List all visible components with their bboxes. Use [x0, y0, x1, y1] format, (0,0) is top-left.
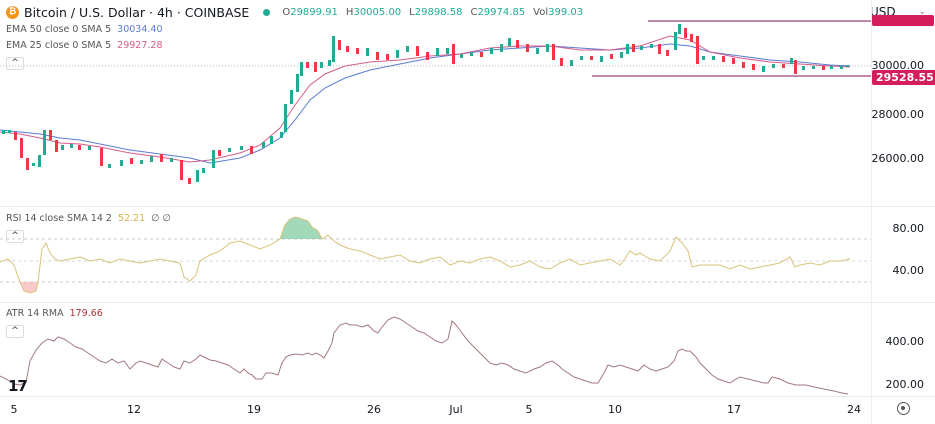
low-value: 29898.58: [414, 6, 463, 18]
time-tick: 5: [10, 403, 18, 416]
time-tick: 10: [608, 403, 622, 416]
atr-tick-400: 400.00: [885, 335, 925, 348]
ema25-value: 29927.28: [117, 40, 163, 51]
atr-tick-200: 200.00: [885, 378, 925, 391]
symbol-title[interactable]: Bitcoin / U.S. Dollar · 4h · COINBASE: [24, 4, 250, 20]
ohlc-values: O29899.91 H30005.00 L29898.58 C29974.85 …: [282, 6, 584, 18]
main-price-chart[interactable]: [0, 0, 871, 205]
support-price-tag: 29528.55: [872, 70, 935, 85]
time-tick: Jul: [449, 403, 463, 416]
time-tick: 24: [847, 403, 861, 416]
legend-ema25[interactable]: EMA 25 close 0 SMA 5 29927.28: [6, 40, 163, 51]
rsi-value: 52.21: [117, 213, 146, 224]
legend-rsi[interactable]: RSI 14 close SMA 14 2 52.21 ∅ ∅: [6, 213, 171, 224]
price-scale-separator: [871, 0, 872, 424]
rsi-tick-40: 40.00: [892, 264, 925, 277]
price-tick-26000: 26000.00: [871, 152, 925, 165]
legend-atr[interactable]: ATR 14 RMA 179.66: [6, 308, 103, 319]
atr-value: 179.66: [69, 308, 103, 319]
pane-divider[interactable]: [0, 302, 935, 303]
legend-ema50[interactable]: EMA 50 close 0 SMA 5 30034.40: [6, 24, 163, 35]
atr-chart[interactable]: [0, 303, 871, 395]
resistance-price-tag: [872, 15, 934, 26]
price-tick-28000: 28000.00: [871, 108, 925, 121]
price-tick-30000: 30000.00: [871, 59, 925, 72]
tradingview-logo-icon: 17: [8, 377, 28, 395]
bitcoin-icon: ₿: [6, 5, 19, 19]
time-tick: 17: [727, 403, 741, 416]
chevron-down-icon: ⌄: [918, 6, 926, 17]
collapse-atr-button[interactable]: ^: [6, 325, 24, 338]
time-tick: 12: [127, 403, 141, 416]
open-value: 29899.91: [290, 6, 338, 18]
chart-settings-icon[interactable]: [897, 402, 910, 415]
close-value: 29974.85: [477, 6, 526, 18]
candles: [2, 24, 849, 184]
collapse-rsi-button[interactable]: ^: [6, 230, 24, 243]
time-tick: 5: [525, 403, 533, 416]
time-axis-divider: [0, 396, 935, 397]
high-value: 30005.00: [353, 6, 402, 18]
chart-header: ₿ Bitcoin / U.S. Dollar · 4h · COINBASE …: [6, 2, 583, 22]
rsi-tick-80: 80.00: [892, 222, 925, 235]
ema50-value: 30034.40: [117, 24, 163, 35]
time-tick: 26: [367, 403, 381, 416]
volume-value: 399.03: [548, 6, 584, 18]
pane-divider[interactable]: [0, 206, 935, 207]
market-open-dot-icon: [263, 8, 271, 16]
time-tick: 19: [247, 403, 261, 416]
rsi-chart[interactable]: [0, 207, 871, 302]
collapse-legend-button[interactable]: ^: [6, 57, 24, 70]
